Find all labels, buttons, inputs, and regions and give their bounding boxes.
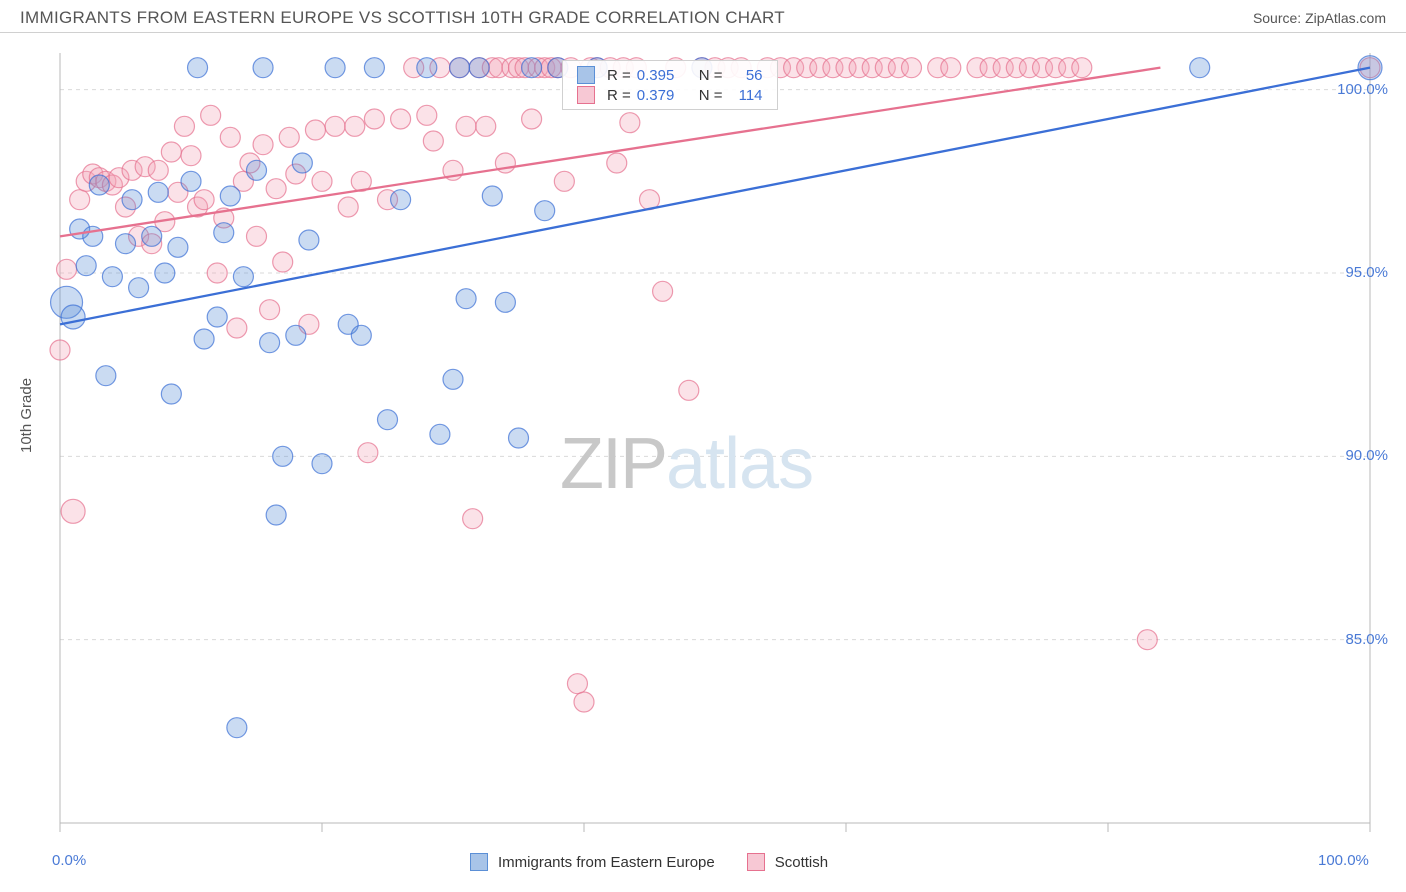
corr-n-label: N = [699,87,723,104]
corr-n-value: 56 [729,67,763,84]
scatter-chart-svg [0,33,1406,883]
chart-title: IMMIGRANTS FROM EASTERN EUROPE VS SCOTTI… [20,8,785,28]
bottom-legend: Immigrants from Eastern Europe Scottish [470,853,850,871]
correlation-row: R = 0.395 N = 56 [563,65,777,85]
x-tick-label: 0.0% [52,852,86,869]
legend-label: Scottish [775,854,828,871]
y-tick-label: 100.0% [1337,81,1388,98]
y-tick-label: 85.0% [1345,631,1388,648]
correlation-legend-box: R = 0.395 N = 56 R = 0.379 N = 114 [562,60,778,110]
corr-r-label: R = [607,67,631,84]
legend-swatch [577,86,595,104]
legend-swatch [470,853,488,871]
corr-r-value: 0.379 [637,87,685,104]
corr-n-label: N = [699,67,723,84]
legend-swatch [577,66,595,84]
x-tick-label: 100.0% [1318,852,1369,869]
legend-swatch [747,853,765,871]
corr-r-label: R = [607,87,631,104]
y-axis-label: 10th Grade [18,378,35,453]
y-tick-label: 95.0% [1345,264,1388,281]
chart-container: ZIPatlas 10th Grade R =0.395N =56R =0.37… [0,33,1406,883]
correlation-row: R = 0.379 N = 114 [563,85,777,105]
corr-n-value: 114 [729,87,763,104]
legend-label: Immigrants from Eastern Europe [498,854,715,871]
y-tick-label: 90.0% [1345,447,1388,464]
chart-source: Source: ZipAtlas.com [1253,10,1386,26]
corr-r-value: 0.395 [637,67,685,84]
chart-header: IMMIGRANTS FROM EASTERN EUROPE VS SCOTTI… [0,0,1406,33]
